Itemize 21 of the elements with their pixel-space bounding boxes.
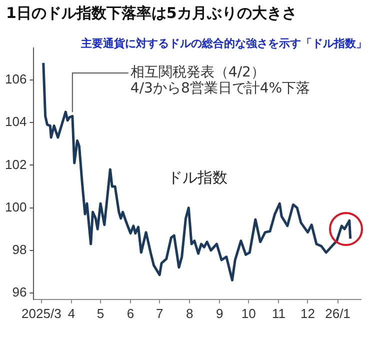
x-tick-label: 10 — [241, 306, 256, 321]
x-tick-label: 6 — [126, 306, 134, 321]
x-tick-label: 26/1 — [325, 306, 350, 321]
x-tick-label: 8 — [186, 306, 194, 321]
x-tick-label: 9 — [216, 306, 224, 321]
y-tick-label: 104 — [4, 114, 27, 130]
chart-title: 1日のドル指数下落率は5カ月ぶりの大きさ — [6, 4, 297, 23]
x-tick-label: 5 — [96, 306, 104, 321]
y-tick-label: 106 — [4, 72, 27, 87]
y-tick-label: 100 — [4, 199, 27, 214]
x-tick-label: 2025/3 — [22, 306, 62, 321]
x-tick-label: 7 — [156, 306, 164, 321]
x-tick-label: 12 — [300, 306, 315, 321]
x-tick-label: 11 — [272, 306, 286, 321]
y-tick-label: 96 — [12, 284, 27, 300]
annotation: 相互関税発表（4/2） 4/3から8営業日で計4%下落 — [130, 64, 310, 97]
y-tick-label: 102 — [4, 156, 27, 172]
chart-subtitle: 主要通貨に対するドルの総合的な強さを示す「ドル指数」 — [81, 36, 367, 51]
text: ドル指数 — [167, 168, 228, 187]
x-tick-label: 4 — [68, 306, 76, 321]
y-tick-label: 98 — [12, 242, 27, 257]
